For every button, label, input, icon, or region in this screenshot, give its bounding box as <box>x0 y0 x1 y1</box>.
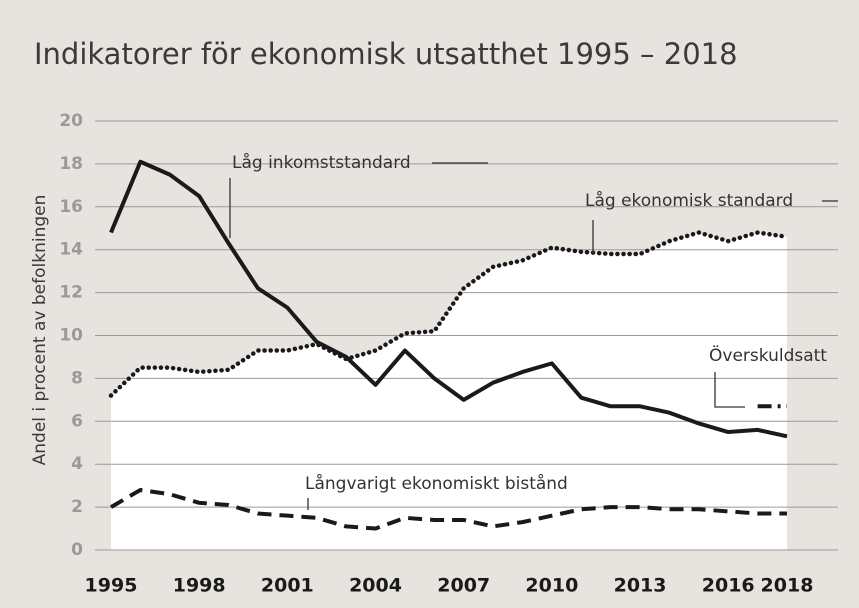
x-tick-label: 2013 <box>614 575 667 597</box>
series-line <box>108 230 790 398</box>
series-label: Låg inkomststandard <box>232 152 411 173</box>
y-axis-label: Andel i procent av befolkningen <box>30 195 50 466</box>
x-tick-label: 2018 <box>761 575 814 597</box>
series-line <box>109 487 787 531</box>
x-tick-label: 2004 <box>349 575 402 597</box>
series-line <box>109 159 788 439</box>
x-tick-label: 1995 <box>85 575 138 597</box>
y-tick-label: 10 <box>59 326 83 346</box>
y-tick-label: 8 <box>71 368 83 388</box>
y-tick-label: 16 <box>59 197 83 217</box>
series-label: Långvarigt ekonomiskt bistånd <box>305 473 568 494</box>
x-tick-label: 1998 <box>173 575 226 597</box>
series-label: Överskuldsatt <box>709 344 827 366</box>
grid-layer <box>95 120 838 551</box>
y-tick-label: 14 <box>59 240 83 260</box>
x-tick-label: 2010 <box>525 575 578 597</box>
leader-line <box>714 372 745 408</box>
series-label: Låg ekonomisk standard <box>585 190 793 211</box>
y-tick-label: 12 <box>59 283 83 303</box>
y-tick-label: 6 <box>71 411 83 431</box>
y-tick-label: 2 <box>71 497 83 517</box>
line-layer <box>108 159 790 531</box>
y-tick-label: 4 <box>71 454 83 474</box>
x-tick-label: 2007 <box>437 575 490 597</box>
y-tick-label: 0 <box>71 540 83 560</box>
chart-title: Indikatorer för ekonomisk utsatthet 1995… <box>34 37 738 71</box>
x-tick-label: 2001 <box>261 575 314 597</box>
y-tick-label: 18 <box>59 154 83 174</box>
x-tick-label: 2016 <box>702 575 755 597</box>
y-tick-label: 20 <box>59 111 83 131</box>
leader-lines <box>229 162 838 510</box>
